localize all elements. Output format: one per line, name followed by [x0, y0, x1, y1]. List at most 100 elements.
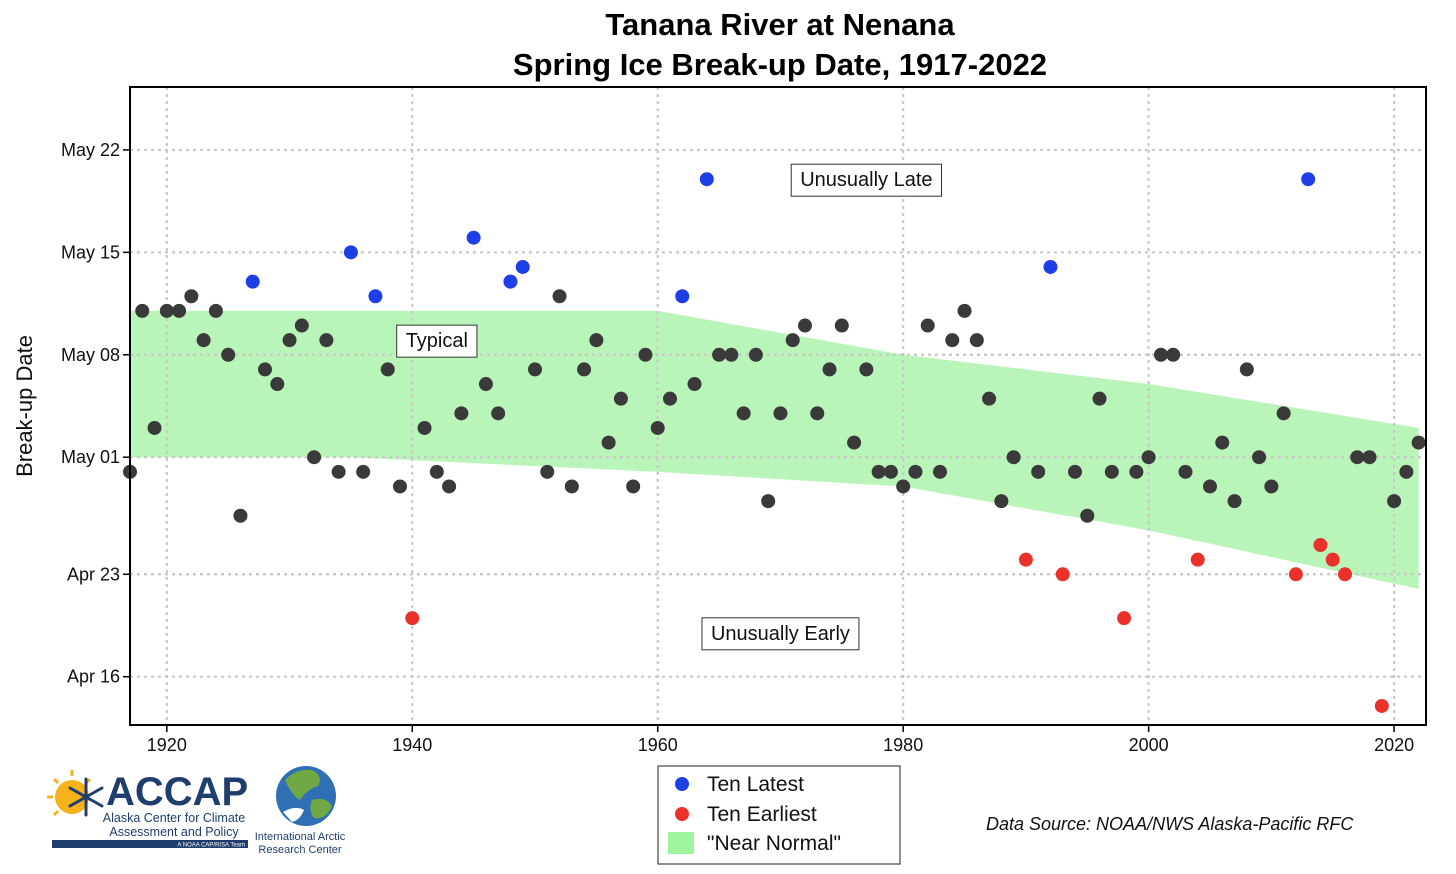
point-typical-2010 [1264, 479, 1279, 494]
accap-line-1: Alaska Center for Climate [103, 811, 245, 825]
plot-frame [129, 86, 1427, 726]
annotation-text: Unusually Late [800, 169, 932, 191]
point-typical-1957 [613, 391, 628, 406]
point-ten-latest-1935 [343, 245, 358, 260]
point-typical-1971 [785, 333, 800, 348]
point-ten-earliest-1998 [1117, 611, 1132, 626]
point-typical-1959 [638, 347, 653, 362]
point-ten-earliest-2015 [1325, 552, 1340, 567]
point-typical-1933 [319, 333, 334, 348]
point-typical-1955 [589, 333, 604, 348]
point-typical-1944 [454, 406, 469, 421]
point-typical-1973 [810, 406, 825, 421]
point-typical-2002 [1166, 347, 1181, 362]
accap-tagline: A NOAA CAP/RISA Team [177, 843, 245, 849]
y-axis-label: Break-up Date [12, 335, 37, 477]
point-typical-2011 [1276, 406, 1291, 421]
point-typical-1994 [1068, 464, 1082, 479]
point-typical-1938 [380, 362, 395, 377]
point-typical-1954 [577, 362, 592, 377]
near-normal-band [130, 310, 1419, 589]
point-typical-1946 [478, 377, 493, 392]
point-typical-1953 [564, 479, 579, 494]
annotation-box [790, 163, 943, 197]
point-typical-1932 [307, 450, 322, 465]
y-tick-label-apr-23: Apr 23 [67, 564, 120, 584]
point-typical-1987 [982, 391, 997, 406]
point-typical-1941 [417, 420, 432, 435]
iarc-logo: International Arctic Research Center [255, 766, 346, 856]
legend-marker-ten-earliest [675, 807, 689, 821]
point-ten-earliest-2004 [1190, 552, 1205, 567]
point-typical-1966 [724, 347, 739, 362]
y-tick-label-may-08: May 08 [61, 345, 120, 365]
point-typical-1922 [184, 289, 199, 304]
point-ten-latest-2013 [1301, 172, 1316, 187]
point-typical-1956 [601, 435, 616, 450]
point-ten-earliest-2012 [1288, 567, 1303, 582]
point-typical-1977 [859, 362, 874, 377]
point-typical-2003 [1178, 464, 1193, 479]
point-typical-1929 [270, 377, 285, 392]
point-typical-1970 [773, 406, 788, 421]
annotation-box [396, 324, 478, 358]
y-tick-label-may-01: May 01 [61, 447, 120, 467]
point-typical-1920 [159, 303, 174, 318]
annotations-layer: Unusually Late Typical Unusually Early [396, 163, 943, 651]
point-typical-1997 [1104, 464, 1119, 479]
accap-banner [52, 840, 248, 848]
point-typical-1982 [920, 318, 935, 333]
point-typical-2006 [1215, 435, 1230, 450]
point-typical-1991 [1031, 464, 1046, 479]
point-typical-1981 [908, 464, 923, 479]
point-typical-1930 [282, 333, 297, 348]
point-typical-1924 [208, 303, 223, 318]
point-typical-1926 [233, 508, 248, 523]
point-typical-1936 [356, 464, 371, 479]
iarc-line-1: International Arctic [255, 831, 346, 843]
legend-label-ten-latest: Ten Latest [707, 773, 804, 796]
point-typical-1950 [528, 362, 542, 377]
point-typical-1988 [994, 494, 1009, 509]
point-typical-1983 [933, 464, 947, 479]
annotation-0: Unusually Late [790, 163, 943, 197]
annotation-2: Unusually Early [701, 617, 860, 651]
point-ten-latest-1948 [503, 274, 518, 289]
point-typical-2022 [1411, 435, 1426, 450]
point-ten-earliest-2019 [1374, 698, 1389, 713]
point-typical-1942 [429, 464, 444, 479]
x-tick-label-2000: 2000 [1129, 735, 1169, 755]
point-typical-1928 [258, 362, 272, 377]
point-typical-1923 [196, 333, 211, 348]
point-typical-2007 [1227, 494, 1242, 509]
point-typical-1952 [552, 289, 567, 304]
point-typical-1996 [1092, 391, 1107, 406]
legend-box [657, 765, 901, 865]
point-ten-latest-1962 [675, 289, 690, 304]
point-typical-1960 [650, 420, 665, 435]
point-typical-1963 [687, 377, 702, 392]
accap-logo: ACCAP Alaska Center for Climate Assessme… [47, 770, 248, 849]
point-typical-1931 [294, 318, 309, 333]
point-typical-1980 [896, 479, 911, 494]
point-typical-1947 [491, 406, 506, 421]
legend-marker-ten-latest [675, 777, 689, 791]
legend-label-near-normal: "Near Normal" [707, 832, 841, 855]
point-typical-1999 [1129, 464, 1144, 479]
point-ten-earliest-2014 [1313, 538, 1328, 553]
point-typical-1986 [969, 333, 984, 348]
point-typical-1958 [626, 479, 641, 494]
points-layer [123, 172, 1426, 713]
legend-label-ten-earliest: Ten Earliest [707, 803, 817, 826]
point-ten-latest-1937 [368, 289, 383, 304]
point-typical-2020 [1387, 494, 1402, 509]
y-tick-label-may-22: May 22 [61, 140, 120, 160]
point-typical-2008 [1239, 362, 1254, 377]
chart-title-line-1: Tanana River at Nenana [605, 7, 955, 42]
point-typical-1984 [945, 333, 960, 348]
point-typical-1979 [883, 464, 898, 479]
point-typical-1978 [871, 464, 886, 479]
near-normal-band-layer [130, 310, 1419, 589]
point-typical-2021 [1399, 464, 1414, 479]
